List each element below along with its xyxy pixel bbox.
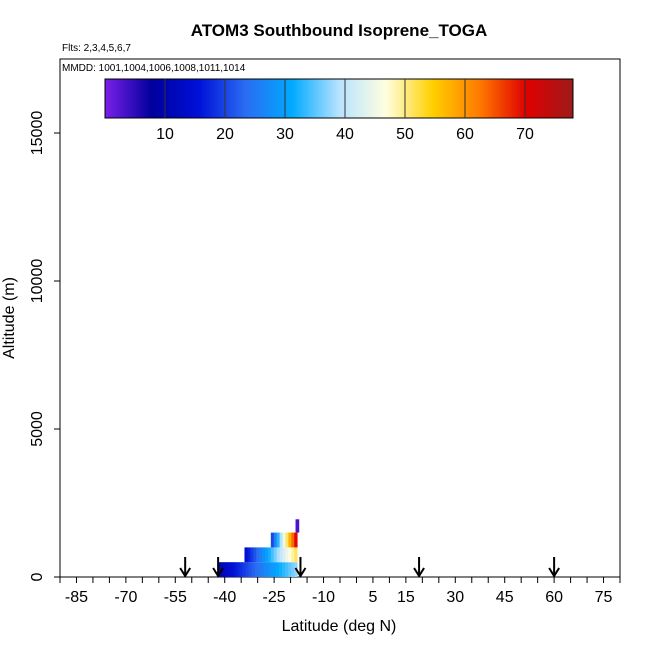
- flights-note: Flts: 2,3,4,5,6,7: [62, 43, 131, 54]
- y-axis: 0 5000 10000 15000: [29, 111, 60, 581]
- colorbar-tick-label: 40: [336, 126, 354, 143]
- flight-arrow: [548, 557, 560, 578]
- colorbar-tick-label: 50: [396, 126, 414, 143]
- flight-arrow: [212, 557, 224, 578]
- x-tick-label: -55: [164, 589, 187, 606]
- heatmap-cells: [218, 519, 300, 577]
- flight-arrow: [413, 557, 425, 578]
- flight-arrows: [179, 557, 560, 578]
- y-tick-label: 15000: [29, 111, 46, 156]
- colorbar-tick-label: 70: [516, 126, 534, 143]
- chart-title: ATOM3 Southbound Isoprene_TOGA: [191, 21, 488, 40]
- colorbar-tick-label: 30: [276, 126, 294, 143]
- colorbar-tick-label: 20: [216, 126, 234, 143]
- heatmap-cell: [270, 532, 298, 548]
- x-tick-label: 15: [397, 589, 415, 606]
- heatmap-cell: [218, 562, 298, 577]
- x-tick-label: 5: [368, 589, 377, 606]
- flight-arrow: [179, 557, 192, 578]
- x-tick-label: 30: [446, 589, 464, 606]
- x-tick-label: -70: [114, 589, 137, 606]
- x-tick-label: -10: [312, 589, 335, 606]
- x-tick-label: 75: [595, 589, 613, 606]
- flight-arrow: [294, 557, 307, 578]
- x-tick-label: -40: [213, 589, 236, 606]
- x-tick-label: 45: [496, 589, 514, 606]
- x-tick-label: -25: [263, 589, 286, 606]
- y-tick-label: 0: [29, 572, 46, 581]
- colorbar-gradient: [104, 78, 574, 119]
- colorbar: 10 20 30 40 50 60 70: [104, 78, 574, 143]
- y-axis-label: Altitude (m): [1, 277, 18, 359]
- y-tick-label: 5000: [29, 411, 46, 447]
- colorbar-tick-label: 60: [456, 126, 474, 143]
- heatmap-cell: [244, 547, 298, 563]
- colorbar-tick-label: 10: [156, 126, 174, 143]
- x-tick-label: 60: [545, 589, 563, 606]
- y-tick-label: 10000: [29, 259, 46, 304]
- x-axis: -85 -70 -55 -40 -25 -10 5 15 30 45 60 75: [59, 577, 621, 606]
- dates-note: MMDD: 1001,1004,1006,1008,1011,1014: [62, 63, 246, 74]
- x-tick-label: -85: [65, 589, 88, 606]
- x-axis-label: Latitude (deg N): [282, 618, 397, 635]
- heatmap-cell: [295, 519, 300, 533]
